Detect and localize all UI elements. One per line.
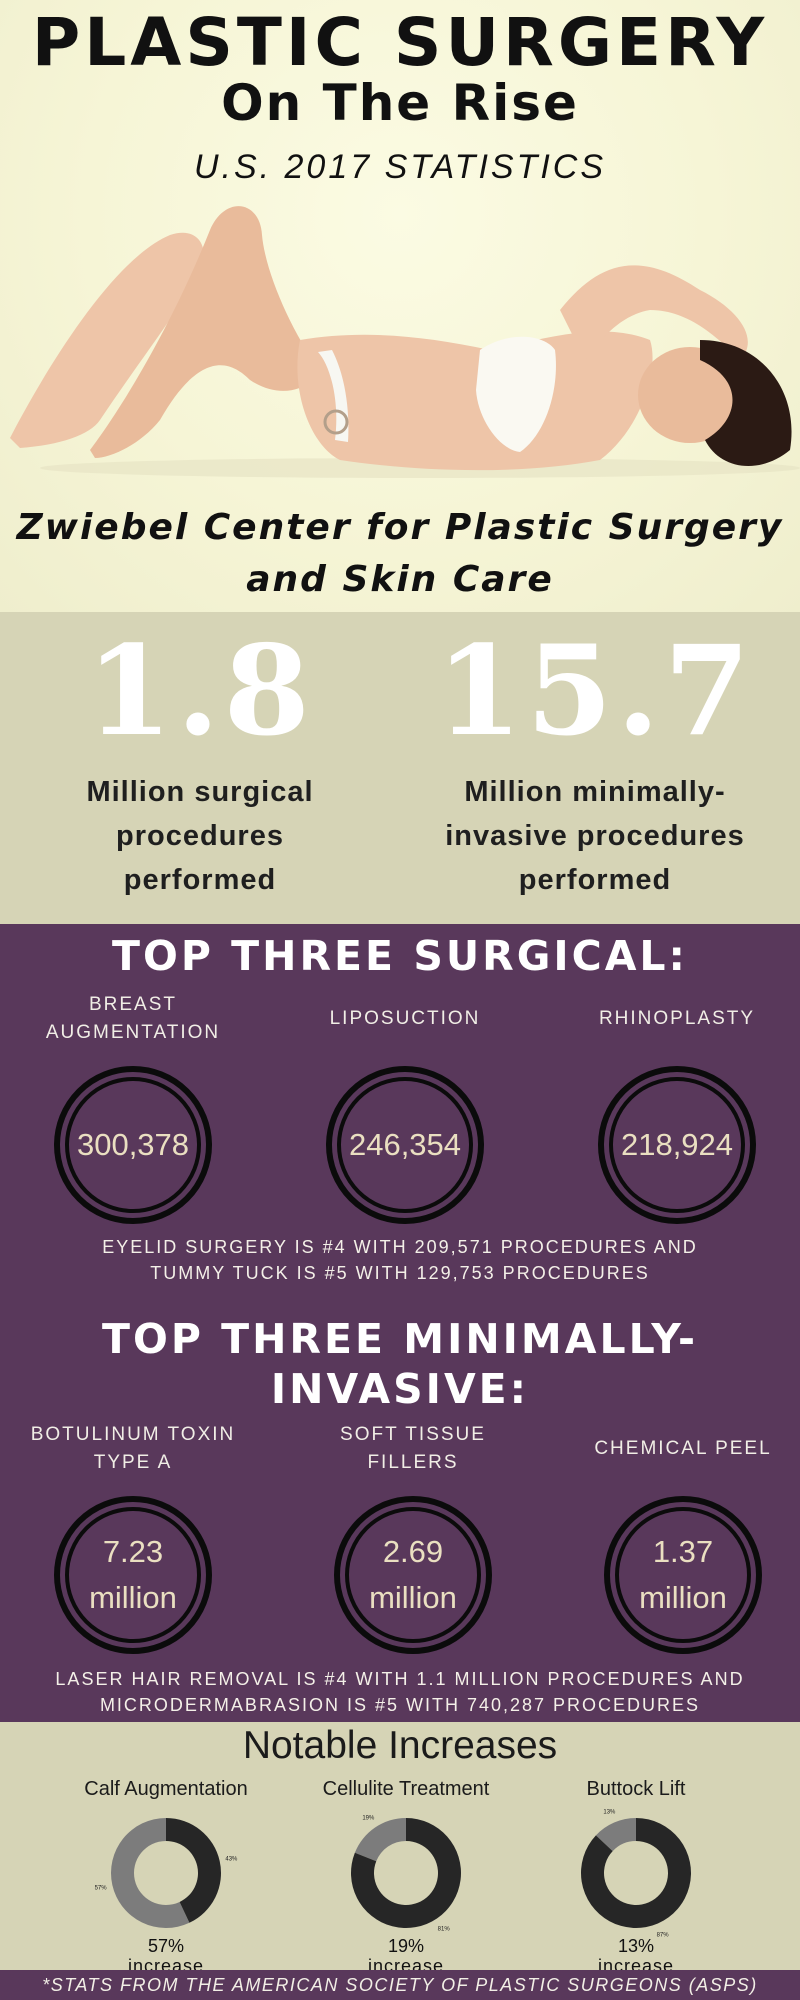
main-title: PLASTIC SURGERY bbox=[31, 4, 769, 81]
notable-title: Notable Increases bbox=[242, 1724, 558, 1767]
donut-slice bbox=[595, 1818, 636, 1852]
surgical-item-rhinoplasty: RHINOPLASTY 218,924 bbox=[544, 990, 800, 1224]
stat-desc-line: procedures bbox=[116, 820, 284, 852]
hero-photo bbox=[10, 206, 800, 478]
count-value: 7.23 bbox=[102, 1534, 164, 1569]
source-footer: *STATS FROM THE AMERICAN SOCIETY OF PLAS… bbox=[0, 1970, 800, 2000]
surgical-note: EYELID SURGERY IS #4 WITH 209,571 PROCED… bbox=[40, 1234, 760, 1286]
donut-chart: 19% 81% bbox=[351, 1816, 461, 1932]
procedure-label-line: TYPE A bbox=[93, 1452, 173, 1473]
procedure-count: 7.23 million bbox=[65, 1507, 201, 1643]
value-ring: 246,354 bbox=[326, 1066, 484, 1224]
procedure-label: LIPOSUCTION bbox=[272, 990, 538, 1048]
stat-description: Million minimally- invasive procedures p… bbox=[395, 770, 795, 902]
donut-slice-label: 81% bbox=[438, 1926, 451, 1932]
donut-chart-item: Calf Augmentation 57% 43% 57% increase bbox=[46, 1778, 286, 1976]
donut-chart: 13% 87% bbox=[581, 1810, 691, 1938]
value-ring: 1.37 million bbox=[604, 1496, 762, 1654]
procedure-label-line: AUGMENTATION bbox=[45, 1022, 221, 1043]
note-line: EYELID SURGERY IS #4 WITH 209,571 PROCED… bbox=[102, 1237, 698, 1257]
value-ring: 300,378 bbox=[54, 1066, 212, 1224]
stat-description: Million surgical procedures performed bbox=[0, 770, 400, 902]
donut-chart-item: Cellulite Treatment 19% 81% 19% increase bbox=[286, 1778, 526, 1976]
count-unit: million bbox=[89, 1580, 177, 1615]
donut-chart: 57% 43% bbox=[95, 1818, 238, 1928]
procedure-label: CHEMICAL PEEL bbox=[550, 1420, 800, 1478]
clinic-name-line2: and Skin Care bbox=[246, 559, 554, 600]
notable-increases-section: Notable Increases Calf Augmentation 57% 43… bbox=[0, 1722, 800, 1976]
procedure-label-line: SOFT TISSUE bbox=[340, 1424, 486, 1445]
count-value: 1.37 bbox=[652, 1534, 714, 1569]
stat-number: 1.8 bbox=[86, 619, 314, 764]
surgical-title: TOP THREE SURGICAL: bbox=[112, 932, 688, 980]
subtitle: U.S. 2017 STATISTICS bbox=[193, 148, 607, 186]
procedure-count: 246,354 bbox=[337, 1077, 473, 1213]
stat-minimally-invasive: 15.7 Million minimally- invasive procedu… bbox=[395, 612, 795, 902]
donut-slice-label: 43% bbox=[225, 1856, 238, 1862]
donut-slice-label: 57% bbox=[95, 1886, 108, 1892]
procedure-count: 300,378 bbox=[65, 1077, 201, 1213]
procedure-count: 2.69 million bbox=[345, 1507, 481, 1643]
clinic-name: Zwiebel Center for Plastic Surgery and S… bbox=[0, 502, 800, 606]
note-line: MICRODERMABRASION IS #5 WITH 740,287 PRO… bbox=[99, 1695, 701, 1715]
donut-title: Calf Augmentation bbox=[84, 1778, 248, 1800]
minimal-item-chemical-peel: CHEMICAL PEEL 1.37 million bbox=[550, 1420, 800, 1654]
increase-percent: 13% bbox=[617, 1936, 655, 1956]
donut-title: Buttock Lift bbox=[586, 1778, 686, 1800]
procedure-count: 218,924 bbox=[609, 1077, 745, 1213]
note-line: TUMMY TUCK IS #5 WITH 129,753 PROCEDURES bbox=[150, 1263, 650, 1283]
procedure-label-line: RHINOPLASTY bbox=[598, 1008, 756, 1029]
stat-desc-line: invasive procedures bbox=[445, 820, 745, 852]
note-line: LASER HAIR REMOVAL IS #4 WITH 1.1 MILLIO… bbox=[55, 1669, 745, 1689]
minimal-item-soft-tissue-fillers: SOFT TISSUE FILLERS 2.69 million bbox=[280, 1420, 546, 1654]
title-line: TOP THREE MINIMALLY- bbox=[102, 1315, 698, 1363]
procedure-label-line: LIPOSUCTION bbox=[329, 1008, 481, 1029]
procedure-label: RHINOPLASTY bbox=[544, 990, 800, 1048]
stats-section: 1.8 Million surgical procedures performe… bbox=[0, 612, 800, 924]
count-value: 2.69 bbox=[382, 1534, 444, 1569]
hero-section: PLASTIC SURGERY On The Rise U.S. 2017 ST… bbox=[0, 0, 800, 612]
donut-slice bbox=[351, 1818, 461, 1928]
donut-slice bbox=[581, 1818, 691, 1928]
stat-desc-line: Million surgical bbox=[86, 776, 314, 808]
procedure-count: 1.37 million bbox=[615, 1507, 751, 1643]
procedure-label-line: BREAST bbox=[88, 994, 178, 1015]
donut-slice-label: 87% bbox=[657, 1932, 670, 1938]
procedure-label: BREAST AUGMENTATION bbox=[0, 990, 266, 1048]
procedure-label-line: CHEMICAL PEEL bbox=[594, 1438, 772, 1459]
stat-surgical: 1.8 Million surgical procedures performe… bbox=[0, 612, 400, 902]
procedure-label: BOTULINUM TOXIN TYPE A bbox=[0, 1420, 266, 1478]
increase-percent: 19% bbox=[387, 1936, 425, 1956]
donut-slice-label: 13% bbox=[603, 1810, 616, 1816]
value-ring: 7.23 million bbox=[54, 1496, 212, 1654]
stat-number: 15.7 bbox=[435, 619, 754, 764]
minimal-note: LASER HAIR REMOVAL IS #4 WITH 1.1 MILLIO… bbox=[40, 1666, 760, 1718]
donut-title: Cellulite Treatment bbox=[322, 1778, 490, 1800]
procedure-label-line: FILLERS bbox=[367, 1452, 459, 1473]
title-line: INVASIVE: bbox=[270, 1365, 530, 1413]
donut-slice bbox=[166, 1818, 221, 1923]
increase-percent: 57% bbox=[147, 1936, 185, 1956]
main-title-line2: On The Rise bbox=[221, 74, 579, 132]
procedure-label: SOFT TISSUE FILLERS bbox=[280, 1420, 546, 1478]
count-unit: million bbox=[369, 1580, 457, 1615]
minimal-item-botulinum-toxin: BOTULINUM TOXIN TYPE A 7.23 million bbox=[0, 1420, 266, 1654]
stat-desc-line: performed bbox=[123, 864, 277, 896]
donut-slice bbox=[111, 1818, 190, 1928]
count-unit: million bbox=[639, 1580, 727, 1615]
donut-slice-label: 19% bbox=[362, 1816, 375, 1822]
procedure-label-line: BOTULINUM TOXIN bbox=[30, 1424, 236, 1445]
top-procedures-section: TOP THREE SURGICAL: BREAST AUGMENTATION 3… bbox=[0, 924, 800, 1722]
minimally-invasive-title: TOP THREE MINIMALLY- INVASIVE: bbox=[0, 1314, 800, 1414]
donut-chart-item: Buttock Lift 13% 87% 13% increase bbox=[516, 1778, 756, 1976]
surgical-item-breast-augmentation: BREAST AUGMENTATION 300,378 bbox=[0, 990, 266, 1224]
value-ring: 2.69 million bbox=[334, 1496, 492, 1654]
value-ring: 218,924 bbox=[598, 1066, 756, 1224]
stat-desc-line: performed bbox=[518, 864, 672, 896]
donut-slice bbox=[354, 1818, 406, 1862]
clinic-name-line1: Zwiebel Center for Plastic Surgery bbox=[16, 507, 784, 548]
surgical-item-liposuction: LIPOSUCTION 246,354 bbox=[272, 990, 538, 1224]
stat-desc-line: Million minimally- bbox=[464, 776, 726, 808]
